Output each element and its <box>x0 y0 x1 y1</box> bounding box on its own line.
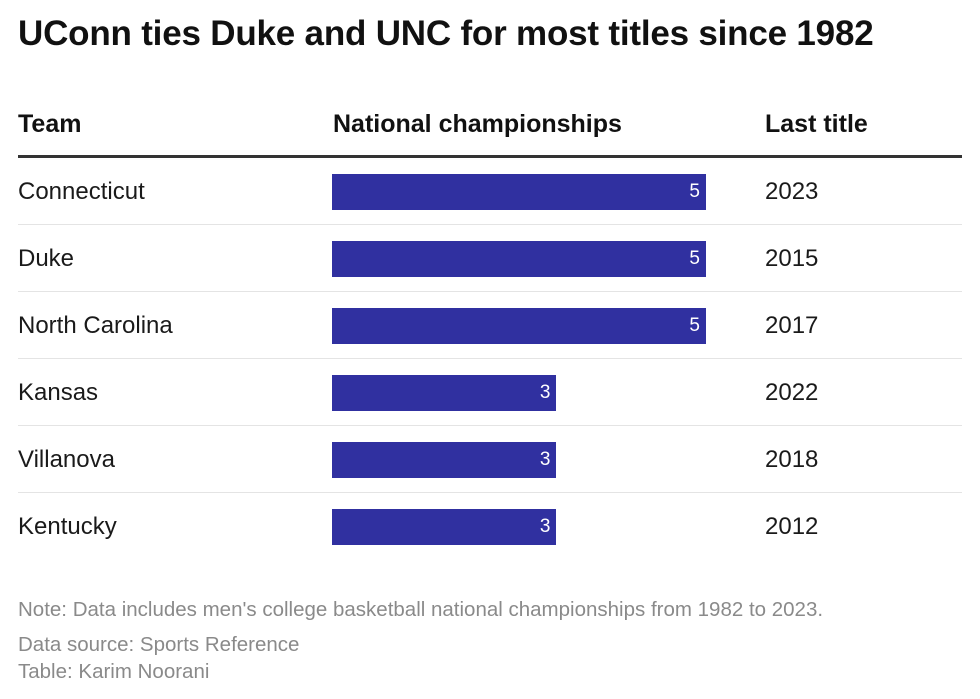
bar-value-label: 3 <box>539 516 551 537</box>
table-row: Kentucky 3 2012 <box>18 493 962 559</box>
championships-bar: 5 <box>332 174 706 210</box>
table-header: Team National championships Last title <box>18 100 962 158</box>
bar-value-label: 5 <box>689 248 700 269</box>
table-row: Kansas 3 2022 <box>18 359 962 426</box>
championships-bar: 5 <box>332 308 706 344</box>
last-title-year: 2017 <box>765 312 819 339</box>
column-header-last-title: Last title <box>765 110 868 138</box>
column-header-team: Team <box>18 110 82 138</box>
last-title-year: 2012 <box>765 513 819 540</box>
bar-value-label: 5 <box>689 181 700 202</box>
team-name: Villanova <box>18 446 115 473</box>
championships-bar: 3 <box>332 375 557 411</box>
team-name: Kansas <box>18 379 99 406</box>
column-header-championships: National championships <box>333 110 622 138</box>
data-source: Data source: Sports Reference <box>18 633 300 656</box>
table-row: North Carolina 5 2017 <box>18 292 962 359</box>
footnote: Note: Data includes men's college basket… <box>18 598 824 621</box>
footer-notes: Note: Data includes men's college basket… <box>18 596 823 685</box>
table-credit: Table: Karim Noorani <box>18 660 210 683</box>
bar-value-label: 3 <box>539 449 551 470</box>
table-row: Connecticut 5 2023 <box>18 158 962 225</box>
table-row: Villanova 3 2018 <box>18 426 962 493</box>
last-title-year: 2022 <box>765 379 819 406</box>
table-body: Connecticut 5 2023 Duke 5 2015 North Carolina 5… <box>18 158 962 559</box>
table-row: Duke 5 2015 <box>18 225 962 292</box>
team-name: North Carolina <box>18 312 173 339</box>
championships-bar: 3 <box>332 509 557 545</box>
championships-table: Team National championships Last title C… <box>18 100 962 559</box>
championships-bar: 3 <box>332 442 557 478</box>
chart-title: UConn ties Duke and UNC for most titles … <box>18 14 874 53</box>
team-name: Kentucky <box>18 513 117 540</box>
last-title-year: 2015 <box>765 245 819 272</box>
team-name: Duke <box>18 245 75 272</box>
bar-value-label: 3 <box>539 382 551 403</box>
championships-bar: 5 <box>332 241 706 277</box>
last-title-year: 2018 <box>765 446 819 473</box>
team-name: Connecticut <box>18 178 145 205</box>
last-title-year: 2023 <box>765 178 819 205</box>
bar-value-label: 5 <box>689 315 700 336</box>
